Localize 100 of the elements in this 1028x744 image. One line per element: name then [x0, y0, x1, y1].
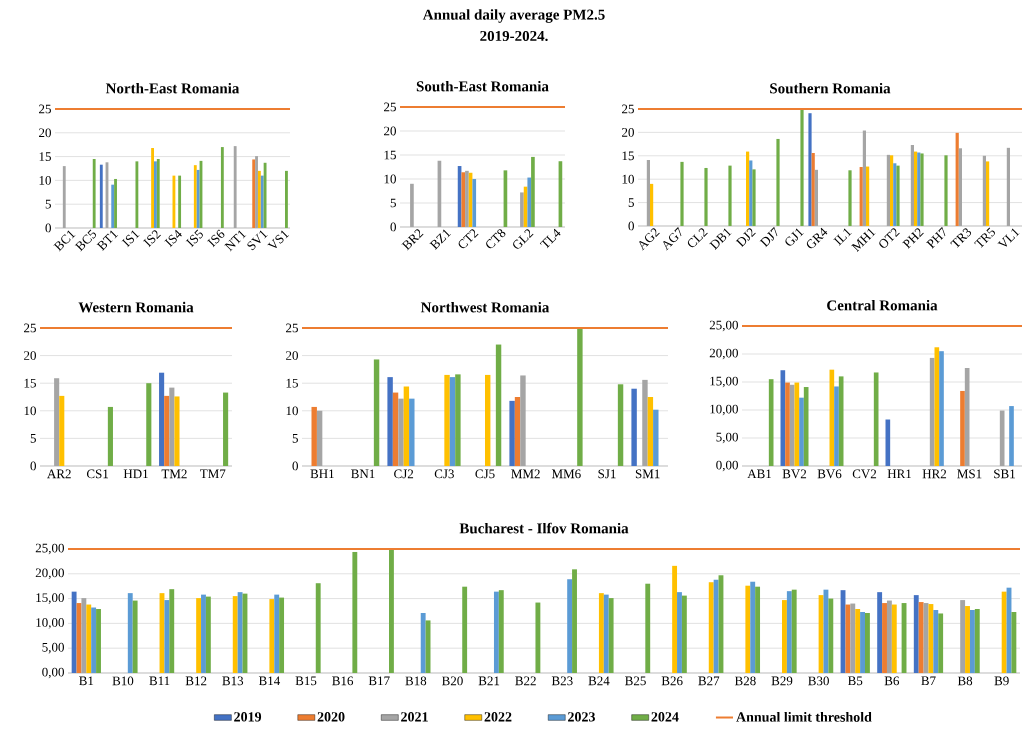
y-tick-label: 5: [292, 434, 298, 443]
bar: [672, 565, 678, 673]
bar: [392, 392, 399, 466]
bar: [960, 600, 966, 673]
bar: [169, 387, 175, 466]
x-tick-label: TR3: [950, 228, 972, 248]
bar: [811, 152, 815, 226]
x-tick-label: CV2: [852, 469, 877, 479]
x-tick-label: TM7: [200, 469, 226, 479]
bar: [196, 169, 200, 228]
bar: [193, 165, 197, 228]
bar: [316, 410, 323, 466]
bar: [882, 603, 887, 673]
bar: [808, 113, 812, 226]
bar: [449, 377, 456, 466]
bar: [71, 591, 77, 673]
bar: [886, 154, 890, 226]
y-tick-label: 20: [622, 128, 634, 137]
x-tick-label: IS5: [185, 229, 203, 248]
bar: [62, 166, 66, 228]
bar: [938, 613, 944, 673]
x-tick-label: CJ5: [475, 469, 495, 479]
bar: [1009, 406, 1014, 466]
bar: [886, 600, 892, 673]
bar: [260, 175, 264, 228]
bar: [823, 589, 829, 673]
y-tick-label: 25,00: [709, 320, 738, 332]
bar: [373, 359, 380, 466]
x-tick-label: BN1: [351, 469, 375, 479]
bar: [462, 586, 468, 673]
x-tick-label: CJ3: [434, 469, 454, 479]
bar: [910, 145, 914, 226]
x-tick-label: B20: [442, 676, 463, 686]
bar: [1011, 611, 1017, 673]
legend-label: 2022: [484, 712, 512, 722]
bar: [96, 609, 101, 673]
x-tick-label: B28: [734, 676, 756, 686]
x-tick-label: TR5: [974, 227, 995, 248]
bar: [535, 602, 541, 673]
x-tick-label: B26: [661, 676, 683, 686]
bar: [728, 165, 732, 226]
bar: [472, 178, 477, 227]
x-tick-label: B13: [222, 676, 244, 686]
bar: [514, 396, 521, 466]
x-tick-label: B6: [884, 676, 900, 686]
bar: [958, 148, 962, 226]
x-tick-label: B12: [185, 676, 207, 686]
bar: [918, 602, 924, 673]
bar: [233, 146, 237, 228]
legend-label: 2021: [401, 712, 428, 722]
x-tick-label: B17: [368, 676, 390, 686]
x-tick-label: B27: [698, 676, 720, 686]
bar: [107, 406, 113, 466]
x-tick-label: SM1: [635, 469, 660, 479]
bar: [608, 598, 614, 673]
bar: [114, 178, 117, 228]
bar: [257, 170, 261, 228]
bar: [220, 147, 224, 228]
bar: [509, 400, 515, 466]
y-tick-label: 0: [30, 461, 36, 471]
legend-label: Annual limit threshold: [736, 711, 872, 722]
bar: [617, 384, 624, 466]
bar: [99, 164, 103, 228]
bar: [934, 347, 940, 466]
bar: [799, 397, 804, 466]
bar: [755, 586, 761, 673]
bar: [285, 170, 288, 228]
x-tick-label: MS1: [957, 469, 982, 479]
bar: [59, 395, 65, 466]
bar: [420, 612, 426, 673]
bar: [785, 382, 790, 466]
x-tick-label: GJ1: [785, 228, 804, 246]
bar: [750, 581, 756, 673]
bar: [955, 132, 959, 226]
bar: [834, 386, 839, 466]
x-tick-label: B21: [478, 676, 500, 686]
bar: [631, 388, 637, 466]
bar: [572, 569, 577, 673]
bar: [862, 130, 867, 226]
bar: [850, 603, 856, 673]
bar: [647, 396, 654, 466]
bar: [803, 387, 809, 466]
chart-title: Southern Romania: [770, 82, 891, 94]
x-tick-label: AB1: [747, 469, 772, 479]
bar: [646, 160, 651, 226]
x-tick-label: B18: [405, 676, 427, 686]
x-tick-label: BR2: [401, 229, 424, 251]
x-tick-label: OT2: [879, 228, 900, 248]
x-tick-label: B15: [295, 676, 317, 686]
bar: [965, 606, 970, 673]
bar: [653, 409, 659, 466]
bar: [520, 192, 524, 227]
bar: [403, 386, 410, 466]
chart-title: Bucharest - Ilfov Romania: [459, 522, 629, 534]
x-tick-label: B22: [515, 676, 536, 686]
x-tick-label: B11: [149, 676, 170, 686]
bar: [890, 155, 894, 226]
bar: [982, 155, 986, 226]
x-tick-label: B24: [588, 676, 610, 686]
bar: [828, 598, 834, 673]
